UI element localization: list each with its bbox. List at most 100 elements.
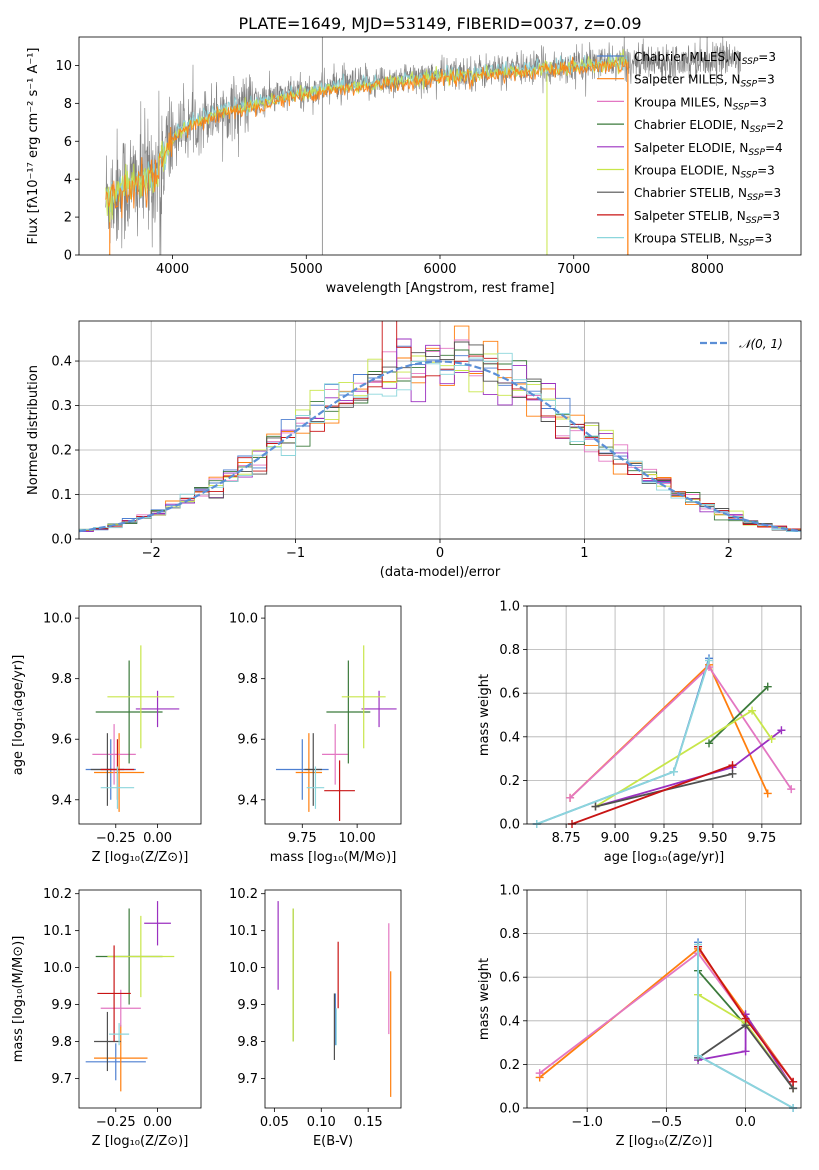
gaussian-legend-label: 𝒩(0, 1) xyxy=(739,337,783,351)
y-tick-label: 10.1 xyxy=(229,924,258,939)
mass-vs-ebv-frame xyxy=(264,889,402,1109)
y-tick-label: 10.0 xyxy=(229,961,258,976)
x-tick-label: 0.00 xyxy=(143,831,172,846)
errorbar-point xyxy=(100,766,135,809)
x-tick-label: −1 xyxy=(286,546,305,561)
y-tick-label: 9.7 xyxy=(237,1072,258,1087)
weight-marker xyxy=(777,726,786,735)
errorbar-point xyxy=(94,1024,148,1092)
x-axis-label: E(B-V) xyxy=(313,1134,353,1149)
y-tick-label: 9.6 xyxy=(237,733,258,748)
axes-spectrum: 4000 5000 6000 7000 8000 0 2 4 6 8 10 wavelength [A… xyxy=(26,48,724,297)
x-tick-label: −0.25 xyxy=(96,831,136,846)
mass-weight-vs-Z-frame xyxy=(526,889,802,1109)
y-axis-label: mass weight xyxy=(477,674,492,756)
x-tick-label: −1.0 xyxy=(571,1115,603,1130)
x-axis-label: Z [log₁₀(Z/Z⊙)] xyxy=(92,850,189,865)
x-tick-label: −0.25 xyxy=(96,1115,136,1130)
mass-weight-vs-age-frame xyxy=(526,605,802,825)
y-tick-label: 0.6 xyxy=(499,687,520,702)
weight-marker xyxy=(741,1047,750,1056)
weight-marker xyxy=(763,789,772,798)
legend-label: Chabrier STELIB, NSSP=3 xyxy=(634,186,781,203)
y-tick-label: 0.1 xyxy=(51,488,72,503)
axes-mass-vs-ebv: 0.05 0.10 0.15 9.7 9.8 9.9 10.0 10.1 10.2 E(B-V) xyxy=(229,887,383,1149)
weight-marker xyxy=(748,706,757,715)
y-tick-label: 9.4 xyxy=(237,793,258,808)
errorbar-point xyxy=(97,945,131,1042)
spectrum-frame xyxy=(78,36,802,256)
x-axis-label: (data-model)/error xyxy=(380,565,501,580)
errorbar-point xyxy=(100,989,141,1027)
x-tick-label: 6000 xyxy=(423,262,456,277)
x-tick-label: 9.50 xyxy=(698,831,727,846)
y-tick-label: 9.8 xyxy=(237,1035,258,1050)
y-tick-label: 10.1 xyxy=(43,924,72,939)
weight-marker xyxy=(566,793,575,802)
weight-marker xyxy=(767,734,776,743)
y-tick-label: 0.2 xyxy=(499,774,520,789)
weight-marker xyxy=(694,1051,703,1060)
y-tick-label: 0 xyxy=(64,249,72,264)
y-tick-label: 4 xyxy=(64,173,72,188)
x-tick-label: 9.75 xyxy=(747,831,776,846)
y-tick-label: 0.8 xyxy=(499,643,520,658)
residuals-frame xyxy=(78,320,802,540)
legend-label: Kroupa MILES, NSSP=3 xyxy=(634,95,767,112)
y-tick-label: 0.4 xyxy=(499,730,520,745)
x-tick-label: −0.5 xyxy=(651,1115,683,1130)
x-axis-label: wavelength [Angstrom, rest frame] xyxy=(326,281,555,296)
x-tick-label: 9.00 xyxy=(601,831,630,846)
y-tick-label: 8 xyxy=(64,97,72,112)
x-tick-label: 10.00 xyxy=(339,831,376,846)
weight-marker xyxy=(705,739,714,748)
errorbar-point xyxy=(95,660,163,764)
errorbar-point xyxy=(94,733,145,812)
x-tick-label: 8.75 xyxy=(552,831,581,846)
axes-age-vs-mass: 9.75 10.00 9.4 9.6 9.8 10.0 mass [log₁₀(M/M⊙)] xyxy=(229,612,396,865)
errorbar-point xyxy=(322,724,349,785)
y-tick-label: 0.4 xyxy=(51,355,72,370)
legend-label: Salpeter ELODIE, NSSP=4 xyxy=(634,141,783,158)
y-tick-label: 9.4 xyxy=(51,793,72,808)
weight-marker xyxy=(694,940,703,949)
errorbar-point xyxy=(304,733,323,806)
errorbar-point xyxy=(85,1043,146,1081)
x-tick-label: 0 xyxy=(436,546,444,561)
x-tick-label: 0.15 xyxy=(354,1115,383,1130)
axes-residuals: −2 −1 0 1 2 0.0 0.1 0.2 0.3 0.4 (data-model)/error… xyxy=(26,321,801,580)
errorbar-point xyxy=(94,1011,121,1072)
x-axis-label: age [log₁₀(age/yr)] xyxy=(604,850,725,865)
errorbar-point xyxy=(341,645,386,749)
mass-vs-Z-frame xyxy=(78,889,202,1109)
y-axis-label: Normed distribution xyxy=(26,365,41,495)
gaussian-curve xyxy=(79,360,801,533)
y-tick-label: 1.0 xyxy=(499,600,520,615)
y-tick-label: 6 xyxy=(64,135,72,150)
spectrum-legend: Chabrier MILES, NSSP=3 Salpeter MILES, NS… xyxy=(597,50,784,249)
age-vs-Z-frame xyxy=(78,605,202,825)
y-axis-label: age [log₁₀(age/yr)] xyxy=(11,655,26,776)
x-axis-label: Z [log₁₀(Z/Z⊙)] xyxy=(616,1134,713,1149)
x-tick-label: 9.75 xyxy=(288,831,317,846)
y-tick-label: 0.0 xyxy=(51,533,72,548)
x-tick-label: 5000 xyxy=(290,262,323,277)
x-tick-label: 8000 xyxy=(691,262,724,277)
y-tick-label: 9.9 xyxy=(51,998,72,1013)
weight-marker xyxy=(763,682,772,691)
legend-label: Chabrier ELODIE, NSSP=2 xyxy=(634,118,784,135)
legend-label: Chabrier MILES, NSSP=3 xyxy=(634,50,776,67)
weight-marker xyxy=(705,656,714,665)
y-tick-label: 0.2 xyxy=(499,1058,520,1073)
errorbar-point xyxy=(144,901,171,946)
y-tick-label: 1.0 xyxy=(499,884,520,899)
y-tick-label: 0.6 xyxy=(499,971,520,986)
y-axis-label: Flux [fλ10⁻¹⁷ erg cm⁻² s⁻¹ A⁻¹] xyxy=(26,48,41,245)
x-tick-label: 4000 xyxy=(156,262,189,277)
y-tick-label: 2 xyxy=(64,211,72,226)
weight-line-chabrier-elodie xyxy=(697,970,747,1026)
figure-title: PLATE=1649, MJD=53149, FIBERID=0037, z=0… xyxy=(238,14,641,33)
age-vs-mass-frame xyxy=(264,605,402,825)
